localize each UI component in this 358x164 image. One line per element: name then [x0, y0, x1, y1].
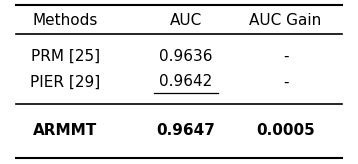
Text: AUC Gain: AUC Gain: [250, 13, 322, 28]
Text: -: -: [283, 74, 288, 90]
Text: ARMMT: ARMMT: [33, 123, 97, 138]
Text: PIER [29]: PIER [29]: [30, 74, 101, 90]
Text: 0.0005: 0.0005: [256, 123, 315, 138]
Text: 0.9647: 0.9647: [157, 123, 216, 138]
Text: -: -: [283, 49, 288, 64]
Text: 0.9642: 0.9642: [159, 74, 213, 90]
Text: PRM [25]: PRM [25]: [31, 49, 100, 64]
Text: AUC: AUC: [170, 13, 202, 28]
Text: Methods: Methods: [33, 13, 98, 28]
Text: 0.9636: 0.9636: [159, 49, 213, 64]
